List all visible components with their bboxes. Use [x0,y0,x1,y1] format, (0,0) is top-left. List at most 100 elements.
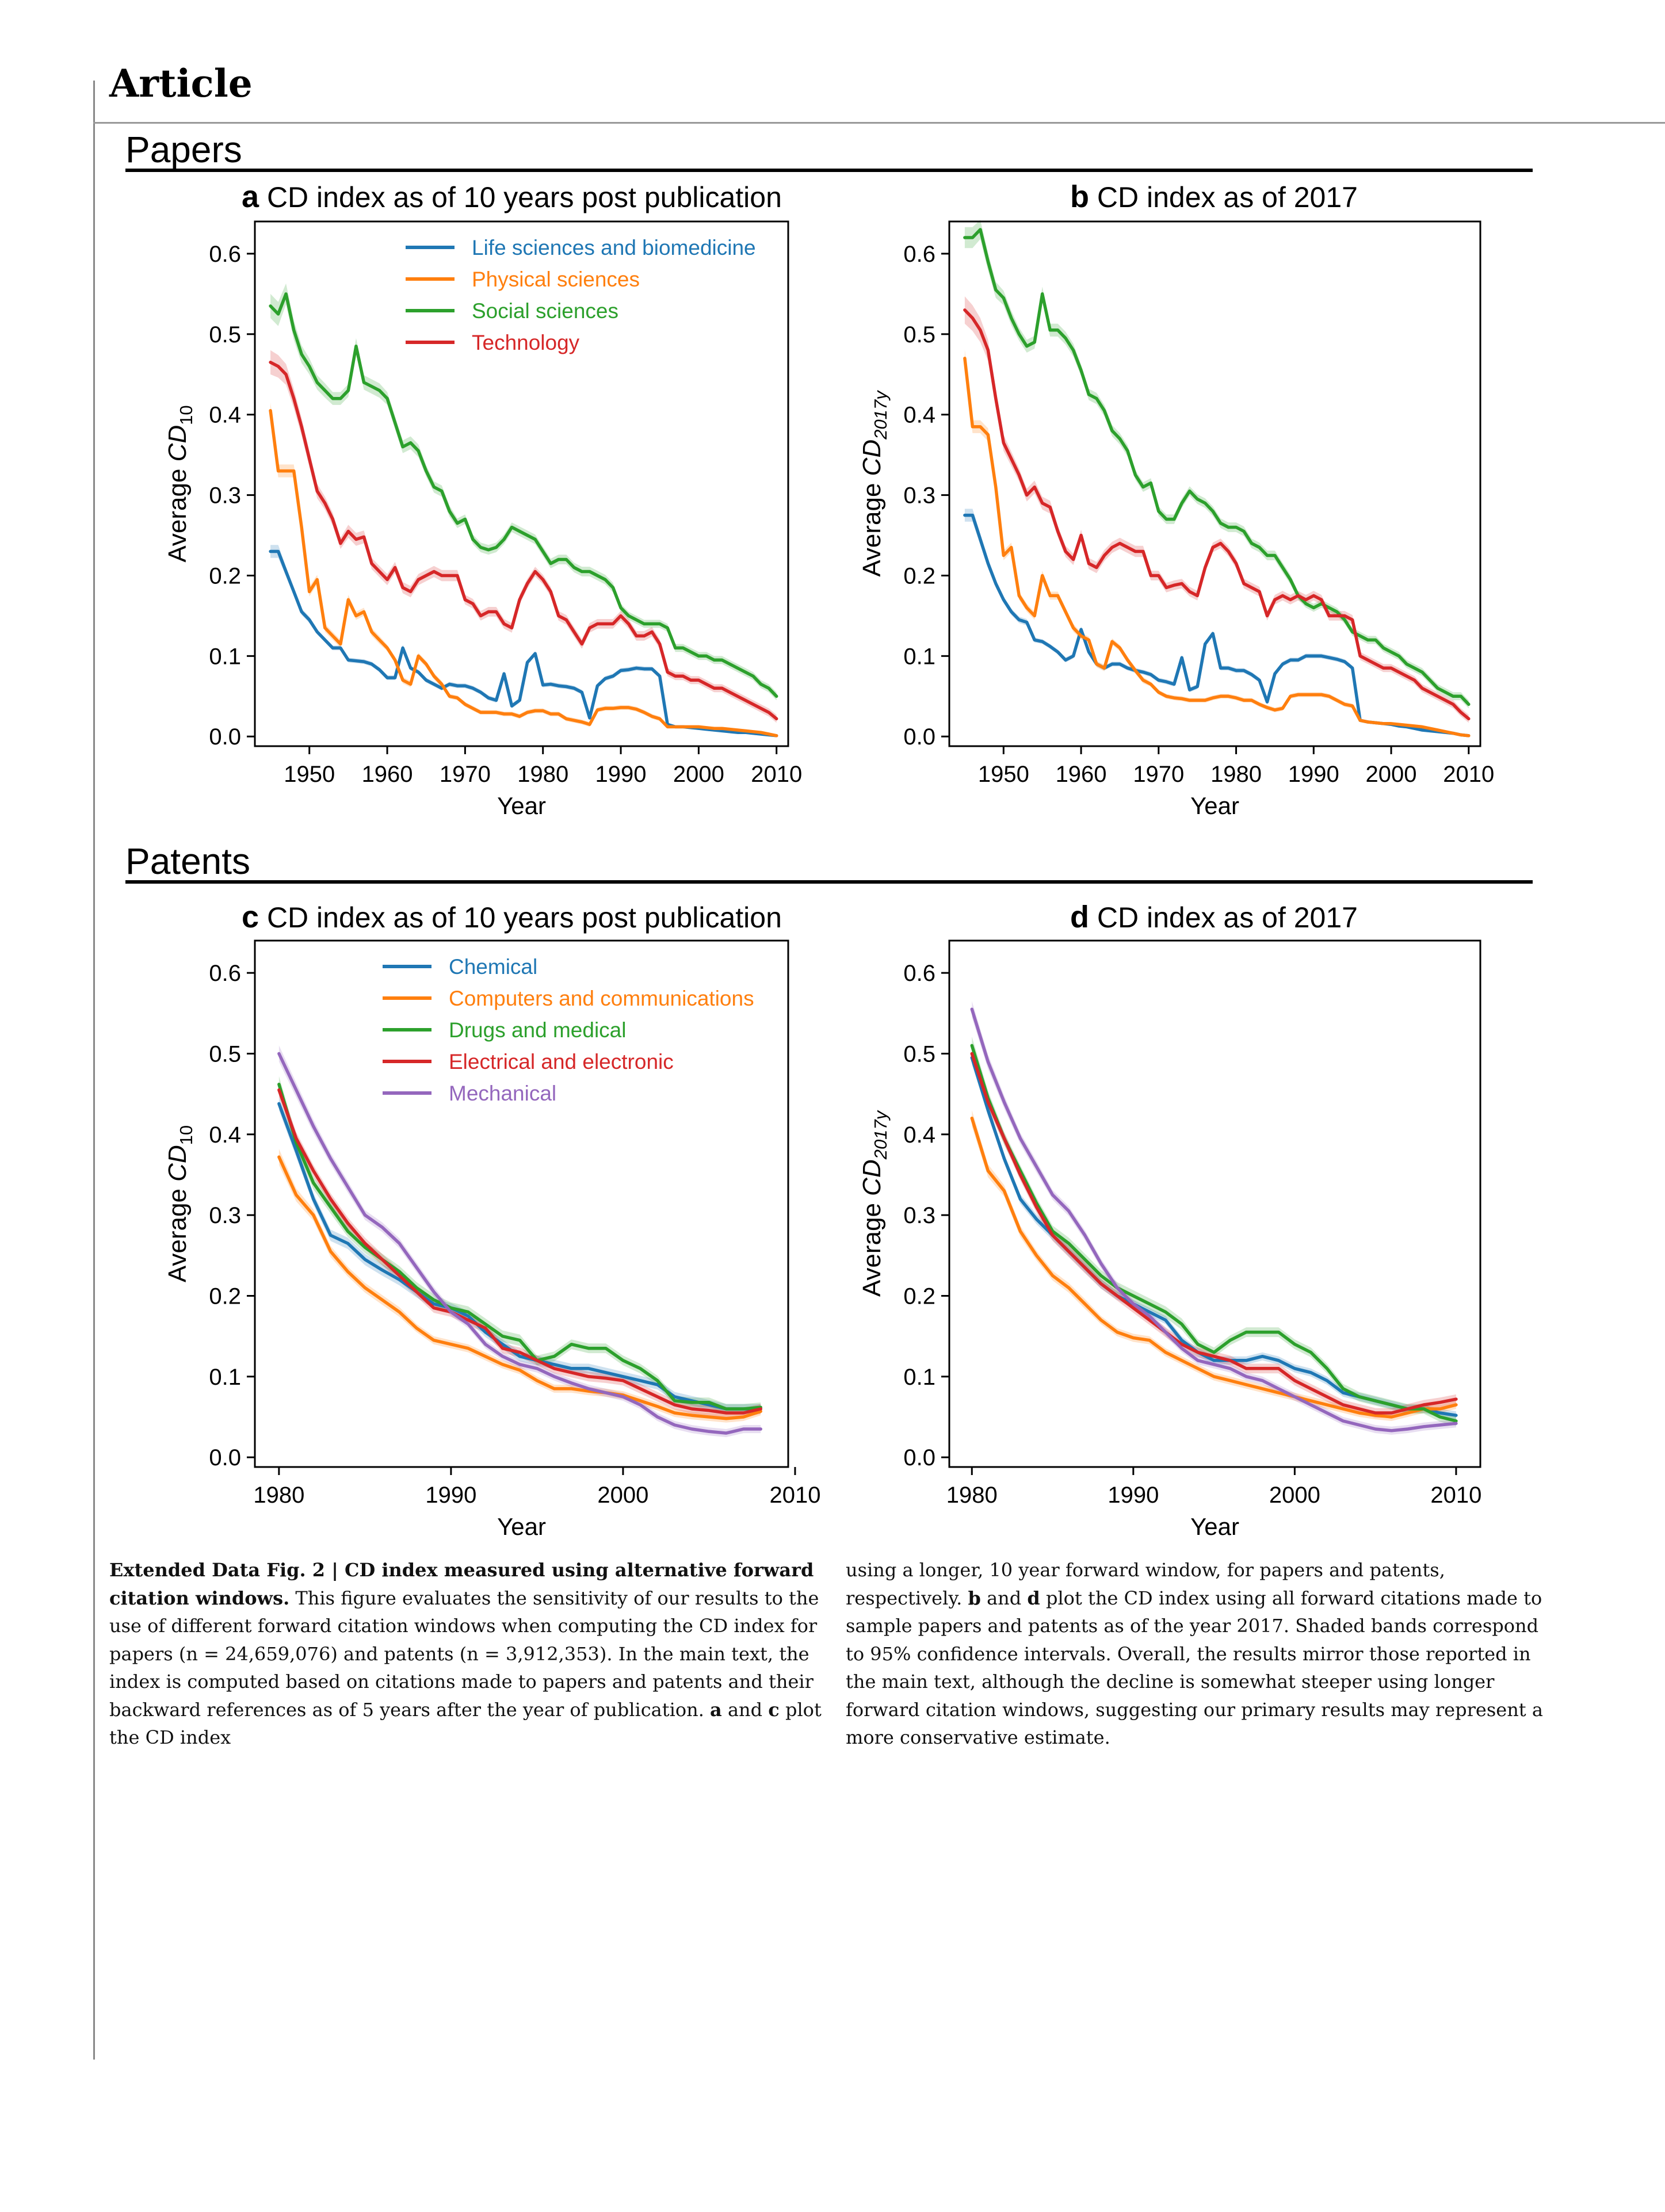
x-tick-label-d-0: 1980 [946,1483,998,1508]
y-axis-label-sub-b: 2017y [870,389,891,440]
panel-title-text-a: CD index as of 10 years post publication [259,181,782,213]
y-tick-label-c-0: 0.0 [209,1445,241,1470]
band-c-1 [278,1149,761,1423]
panel-b: b CD index as of 2017 1950 1960 1970 1980 199… [858,179,1494,819]
series-line-c-4 [277,1052,762,1435]
panel-title-b: b CD index as of 2017 [1070,179,1358,214]
y-axis-label-sub-a: 10 [176,405,196,425]
series-line-b-3 [963,308,1471,721]
x-tick-label-a-6: 2010 [751,762,802,787]
series-line-c-0 [277,1102,762,1411]
y-axis-label-main-c: Average [163,1182,192,1282]
caption-text-right-start: using a longer, 10 year forward window, … [846,1559,1445,1609]
y-tick-label-b-1: 0.1 [903,644,935,669]
x-tick-label-a-0: 1950 [284,762,335,787]
legend-label-a-3: Technology [472,331,580,354]
axes-frame-a [254,220,789,747]
legend-label-c-3: Electrical and electronic [449,1050,674,1073]
y-axis-label-main-b: Average [858,476,886,576]
y-axis-label-sub-d: 2017y [870,1109,891,1160]
panel-title-text-b: CD index as of 2017 [1089,181,1358,213]
y-tick-label-c-2: 0.2 [209,1283,241,1309]
figure-panels: a CD index as of 10 years post publicati… [163,179,1494,1540]
y-tick-label-b-6: 0.6 [903,242,935,267]
section-title-patents: Patents [125,841,251,882]
y-tick-label-a-2: 0.2 [209,563,241,589]
caption-letter-b: b [968,1587,981,1609]
y-axis-label-cd-b: CD [858,440,886,476]
x-tick-label-c-0: 1980 [253,1483,304,1508]
y-tick-label-b-0: 0.0 [903,724,935,750]
x-tick-label-d-1: 1990 [1108,1483,1159,1508]
x-tick-label-a-2: 1970 [440,762,491,787]
caption-text-left-end: plot the CD index [109,1698,822,1749]
caption-and-2: and [980,1587,1028,1609]
axes-frame-b [948,220,1481,747]
series-line-a-2 [269,292,778,698]
panel-c: c CD index as of 10 years post publicati… [163,900,820,1540]
panel-title-text-d: CD index as of 2017 [1089,901,1358,934]
y-tick-label-b-5: 0.5 [903,322,935,347]
y-axis-label-cd-d: CD [858,1159,886,1196]
y-tick-label-d-1: 0.1 [903,1365,935,1390]
y-tick-label-d-4: 0.4 [903,1122,935,1148]
x-axis-label-d: Year [1190,1513,1239,1540]
panel-letter-b: b [1070,179,1089,214]
axes-frame-c [254,939,789,1468]
x-tick-label-b-6: 2010 [1443,762,1494,787]
x-tick-label-d-2: 2000 [1269,1483,1320,1508]
x-tick-label-b-5: 2000 [1366,762,1417,787]
legend-label-c-0: Chemical [449,955,537,979]
legend-label-c-4: Mechanical [449,1082,556,1105]
y-axis-label-b: Average CD2017y [858,389,891,577]
y-tick-label-a-1: 0.1 [209,644,241,669]
x-tick-label-a-3: 1980 [517,762,568,787]
panel-letter-a: a [242,179,259,214]
x-axis-label-c: Year [497,1513,546,1540]
y-axis-label-sub-c: 10 [176,1125,196,1145]
y-tick-label-d-2: 0.2 [903,1283,935,1309]
y-axis-label-a: Average CD10 [163,405,196,562]
axes-frame-d [948,939,1481,1468]
x-tick-label-b-3: 1980 [1210,762,1262,787]
x-tick-label-c-1: 1990 [425,1483,476,1508]
panel-letter-c: c [242,900,259,934]
legend-label-c-2: Drugs and medical [449,1018,626,1042]
x-tick-label-a-5: 2000 [673,762,724,787]
y-tick-label-c-6: 0.6 [209,961,241,986]
series-line-c-2 [277,1083,762,1411]
panel-d: d CD index as of 2017 1980 1990 2000 2010 0.0… [858,900,1481,1540]
section-rule-papers [125,169,1533,172]
caption-right-column: using a longer, 10 year forward window, … [846,1556,1559,1752]
y-tick-label-a-0: 0.0 [209,724,241,750]
x-tick-label-b-0: 1950 [978,762,1029,787]
x-tick-label-c-2: 2000 [597,1483,648,1508]
x-tick-label-b-1: 1960 [1056,762,1107,787]
y-axis-label-cd-a: CD [163,425,192,462]
x-axis-label-b: Year [1190,792,1239,819]
y-tick-label-c-1: 0.1 [209,1365,241,1390]
y-tick-label-c-4: 0.4 [209,1122,241,1148]
y-axis-label-d: Average CD2017y [858,1109,891,1297]
legend-label-a-0: Life sciences and biomedicine [472,236,756,259]
y-axis-label-main-a: Average [163,461,192,562]
y-tick-label-d-5: 0.5 [903,1041,935,1067]
series-line-a-3 [269,361,778,721]
left-margin-rule [93,81,95,2060]
y-axis-label-main-d: Average [858,1196,886,1297]
y-tick-label-c-5: 0.5 [209,1041,241,1067]
series-line-a-1 [269,408,778,738]
series-line-b-2 [963,228,1471,706]
y-tick-label-a-6: 0.6 [209,242,241,267]
header-rule [93,122,1665,124]
band-d-2 [972,1037,1456,1426]
band-b-2 [964,220,1469,709]
y-tick-label-b-3: 0.3 [903,483,935,509]
series-line-b-1 [963,357,1471,738]
y-axis-label-c: Average CD10 [163,1125,196,1282]
panel-title-text-c: CD index as of 10 years post publication [259,901,782,934]
series-line-c-3 [277,1088,762,1415]
caption-text-left: This figure evaluates the sensitivity of… [109,1587,819,1721]
panel-title-d: d CD index as of 2017 [1070,900,1358,934]
panel-title-c: c CD index as of 10 years post publicati… [242,900,782,934]
